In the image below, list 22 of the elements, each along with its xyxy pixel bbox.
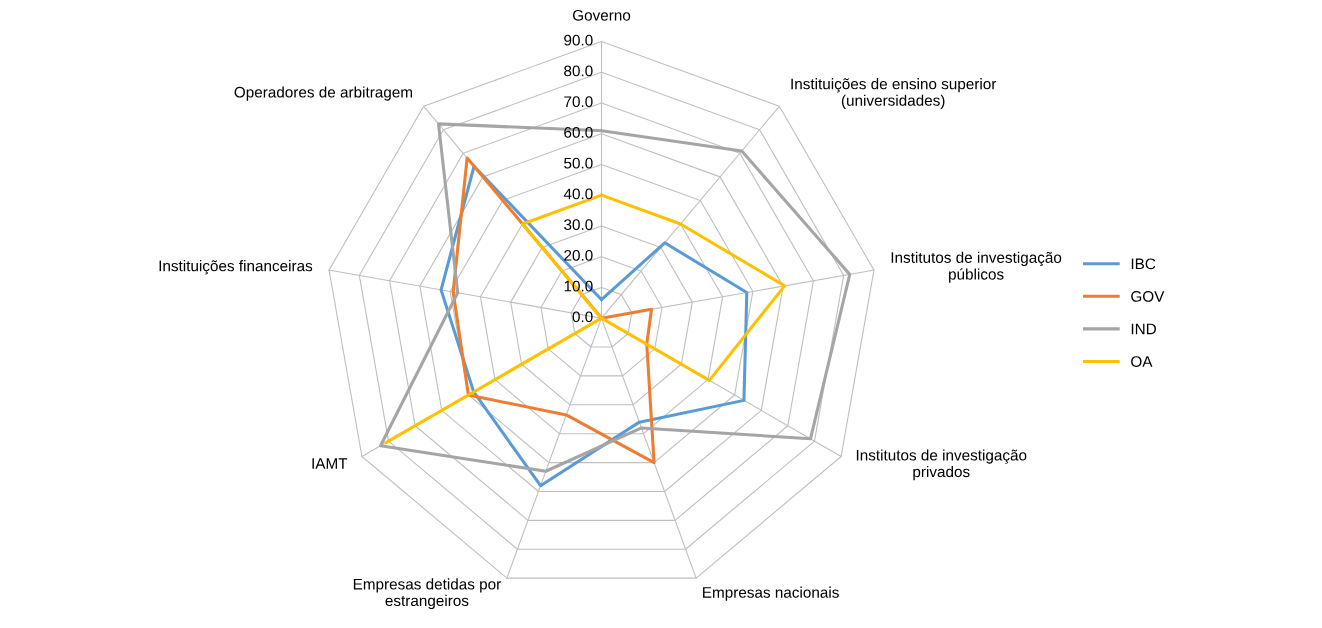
spoke-label: Institutos de investigação privados (856, 449, 1027, 481)
y-tick-label: 80.0 (564, 65, 593, 77)
spoke-label: Empresas detidas por estrangeiros (353, 578, 501, 610)
spoke-label: Institutos de investigação públicos (891, 251, 1062, 283)
y-tick-label: 30.0 (564, 219, 593, 231)
legend-label: OA (1131, 356, 1153, 367)
spoke-label: Instituições de ensino superior (universidades) (791, 78, 997, 109)
y-tick-label: 60.0 (564, 127, 593, 138)
spoke-label: Governo (572, 9, 631, 21)
spoke-label: Operadores de arbitragem (234, 86, 413, 101)
y-tick-label: 90.0 (564, 34, 593, 46)
y-tick-label: 70.0 (564, 96, 593, 108)
y-tick-label: 20.0 (564, 249, 593, 261)
y-tick-label: 50.0 (564, 157, 593, 169)
legend-label: IND (1131, 323, 1156, 335)
legend-label: IBC (1131, 258, 1156, 270)
y-tick-label: 0.0 (572, 311, 593, 323)
spoke-label: Empresas nacionais (703, 586, 839, 601)
legend-label: GOV (1131, 290, 1165, 302)
y-tick-label: 40.0 (563, 188, 593, 200)
spoke-label: IAMT (312, 458, 348, 469)
spoke-label: Instituições financeiras (159, 260, 313, 275)
